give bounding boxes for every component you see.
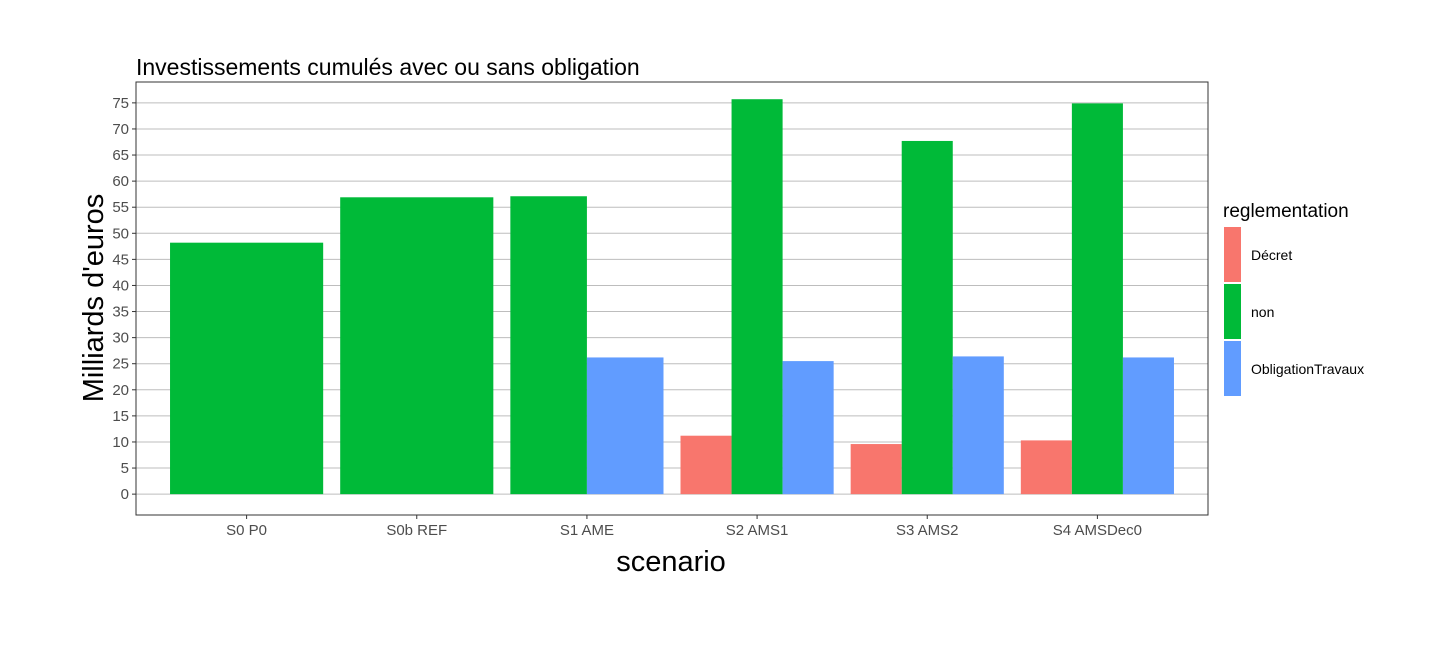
bar [1071, 103, 1123, 495]
bar [731, 99, 783, 495]
x-tick-label: S4 AMSDec0 [1053, 522, 1142, 539]
legend-key [1224, 227, 1241, 282]
chart-title: Investissements cumulés avec ou sans obl… [136, 54, 640, 80]
x-tick-label: S0b REF [386, 522, 447, 539]
bar [1122, 357, 1174, 495]
x-tick-label: S0 P0 [226, 522, 267, 539]
bar [586, 357, 664, 495]
x-axis: S0 P0 S0b REF S1 AME S2 AMS1 S3 AMS2 S4 AMSDe… [226, 515, 1142, 539]
bar [850, 444, 902, 495]
bar [170, 242, 324, 495]
y-tick-label: 25 [112, 356, 129, 373]
x-tick-label: S1 AME [560, 522, 614, 539]
y-tick-label: 60 [112, 173, 129, 190]
y-tick-label: 55 [112, 199, 129, 216]
y-axis-title: Milliards d'euros [78, 194, 110, 403]
y-tick-label: 0 [121, 486, 129, 503]
y-tick-label: 75 [112, 95, 129, 112]
bar [510, 196, 587, 495]
y-tick-label: 40 [112, 277, 129, 294]
legend-key [1224, 341, 1241, 396]
x-axis-title: scenario [616, 546, 726, 578]
y-tick-label: 65 [112, 147, 129, 164]
y-tick-label: 5 [121, 460, 129, 477]
bar [782, 361, 834, 495]
bars [170, 99, 1174, 495]
legend-label: ObligationTravaux [1251, 361, 1364, 377]
legend-key [1224, 284, 1241, 339]
bar [680, 435, 732, 495]
plot-panel-border [135, 81, 1209, 516]
y-tick-label: 20 [112, 382, 129, 399]
legend-label: non [1251, 304, 1274, 320]
legend: reglementation Décret non ObligationTravau… [1223, 201, 1364, 396]
legend-title: reglementation [1223, 201, 1349, 222]
bar [1020, 440, 1072, 495]
y-tick-label: 45 [112, 251, 129, 268]
x-tick-label: S2 AMS1 [726, 522, 789, 539]
y-tick-label: 10 [112, 434, 129, 451]
y-tick-label: 30 [112, 330, 129, 347]
bar [952, 356, 1004, 495]
x-tick-label: S3 AMS2 [896, 522, 959, 539]
y-tick-label: 70 [112, 121, 129, 138]
y-tick-label: 50 [112, 225, 129, 242]
y-axis: 0 5 10 15 20 25 30 35 40 45 50 55 60 65 70 75 [112, 95, 136, 503]
y-tick-label: 15 [112, 408, 129, 425]
legend-label: Décret [1251, 247, 1292, 263]
y-tick-label: 35 [112, 304, 129, 321]
bar [340, 197, 494, 495]
bar [901, 140, 953, 495]
